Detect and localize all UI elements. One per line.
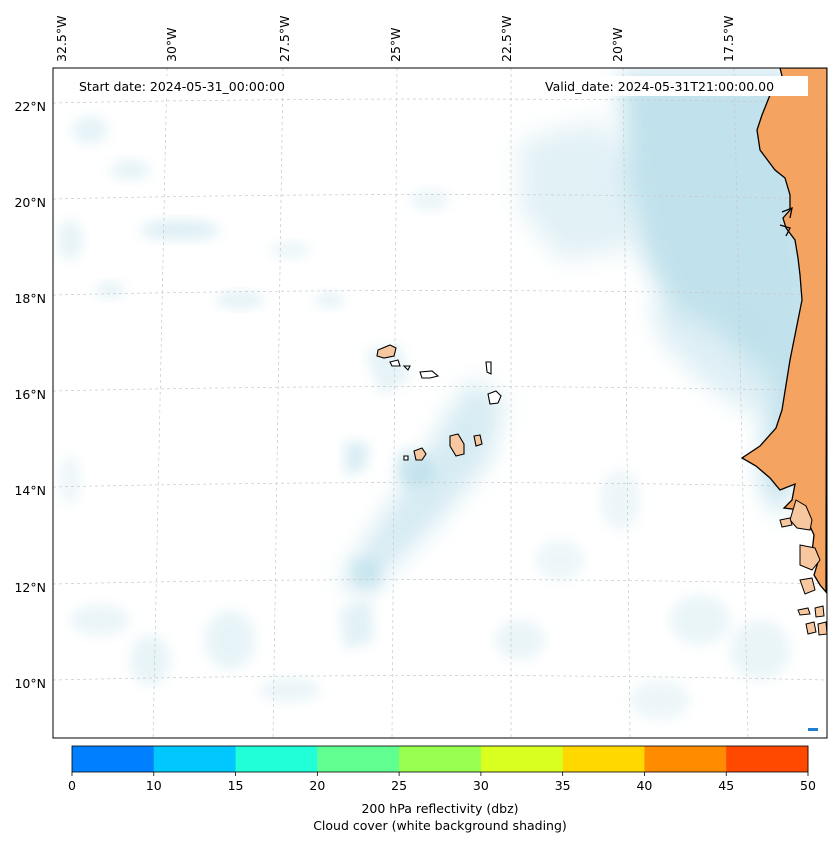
- colorbar-tick-label: 50: [800, 778, 816, 793]
- lat-label: 16°N: [14, 387, 46, 402]
- colorbar-segment: [153, 746, 237, 772]
- colorbar-tick-label: 20: [309, 778, 325, 793]
- colorbar-segment: [317, 746, 400, 772]
- lat-label: 14°N: [14, 483, 46, 498]
- lon-label: 25°W: [388, 27, 403, 62]
- island-sal: [485, 361, 492, 375]
- colorbar-segment: [726, 746, 809, 772]
- lat-label: 20°N: [14, 195, 46, 210]
- island-santiago: [449, 433, 465, 457]
- colorbar-tick-label: 0: [68, 778, 76, 793]
- colorbar: [71, 745, 809, 773]
- latitude-labels: 22°N 20°N 18°N 16°N 14°N 12°N 10°N: [14, 99, 46, 691]
- valid-date-box: Valid_date: 2024-05-31T21:00:00.00: [538, 76, 808, 96]
- start-date-box: Start date: 2024-05-31_00:00:00: [72, 76, 312, 96]
- colorbar-tick-label: 45: [718, 778, 734, 793]
- island-fogo: [413, 447, 427, 461]
- lat-label: 12°N: [14, 580, 46, 595]
- colorbar-segment: [399, 746, 482, 772]
- island-sao-nicolau: [419, 370, 440, 379]
- lon-label: 30°W: [164, 27, 179, 62]
- colorbar-tick-label: 40: [636, 778, 652, 793]
- africa-coastline: [740, 68, 827, 636]
- lat-label: 22°N: [14, 99, 46, 114]
- lon-label: 22.5°W: [499, 16, 514, 62]
- start-date-label: Start date: 2024-05-31_00:00:00: [79, 79, 285, 94]
- colorbar-tick-label: 25: [391, 778, 407, 793]
- lon-label: 17.5°W: [721, 16, 736, 62]
- cape-verde-islands: [376, 344, 502, 461]
- island-maio: [473, 434, 483, 447]
- colorbar-segment: [72, 746, 155, 772]
- lon-label: 27.5°W: [277, 16, 292, 62]
- colorbar-tick-label: 35: [555, 778, 571, 793]
- colorbar-frame: [71, 745, 809, 773]
- map-frame: [52, 67, 828, 739]
- island-brava: [403, 455, 409, 461]
- colorbar-segment: [644, 746, 727, 772]
- map-area[interactable]: [43, 68, 827, 738]
- island-santo-antao: [376, 344, 397, 359]
- reflectivity-spot: [808, 728, 818, 731]
- colorbar-label: 200 hPa reflectivity (dbz): [361, 801, 518, 816]
- colorbar-tick-label: 10: [146, 778, 162, 793]
- colorbar-ticks: 0 10 15 20 25 30 35 40 45 50: [68, 772, 816, 793]
- island-santa-luzia: [402, 365, 411, 371]
- gridlines: [53, 68, 827, 738]
- colorbar-segment: [562, 746, 645, 772]
- island-sao-vicente: [389, 359, 401, 367]
- colorbar-tick-label: 30: [473, 778, 489, 793]
- lon-label: 32.5°W: [54, 16, 69, 62]
- lat-label: 10°N: [14, 676, 46, 691]
- colorbar-sublabel: Cloud cover (white background shading): [313, 818, 567, 833]
- valid-date-label: Valid_date: 2024-05-31T21:00:00.00: [545, 79, 774, 94]
- colorbar-tick-label: 15: [228, 778, 244, 793]
- colorbar-segment: [235, 746, 318, 772]
- colorbar-segment: [480, 746, 564, 772]
- longitude-labels: 32.5°W 30°W 27.5°W 25°W 22.5°W 20°W 17.5…: [54, 16, 736, 62]
- lat-label: 18°N: [14, 291, 46, 306]
- lon-label: 20°W: [610, 27, 625, 62]
- island-boa-vista: [487, 390, 502, 405]
- cloud-cover-layer: [58, 72, 820, 720]
